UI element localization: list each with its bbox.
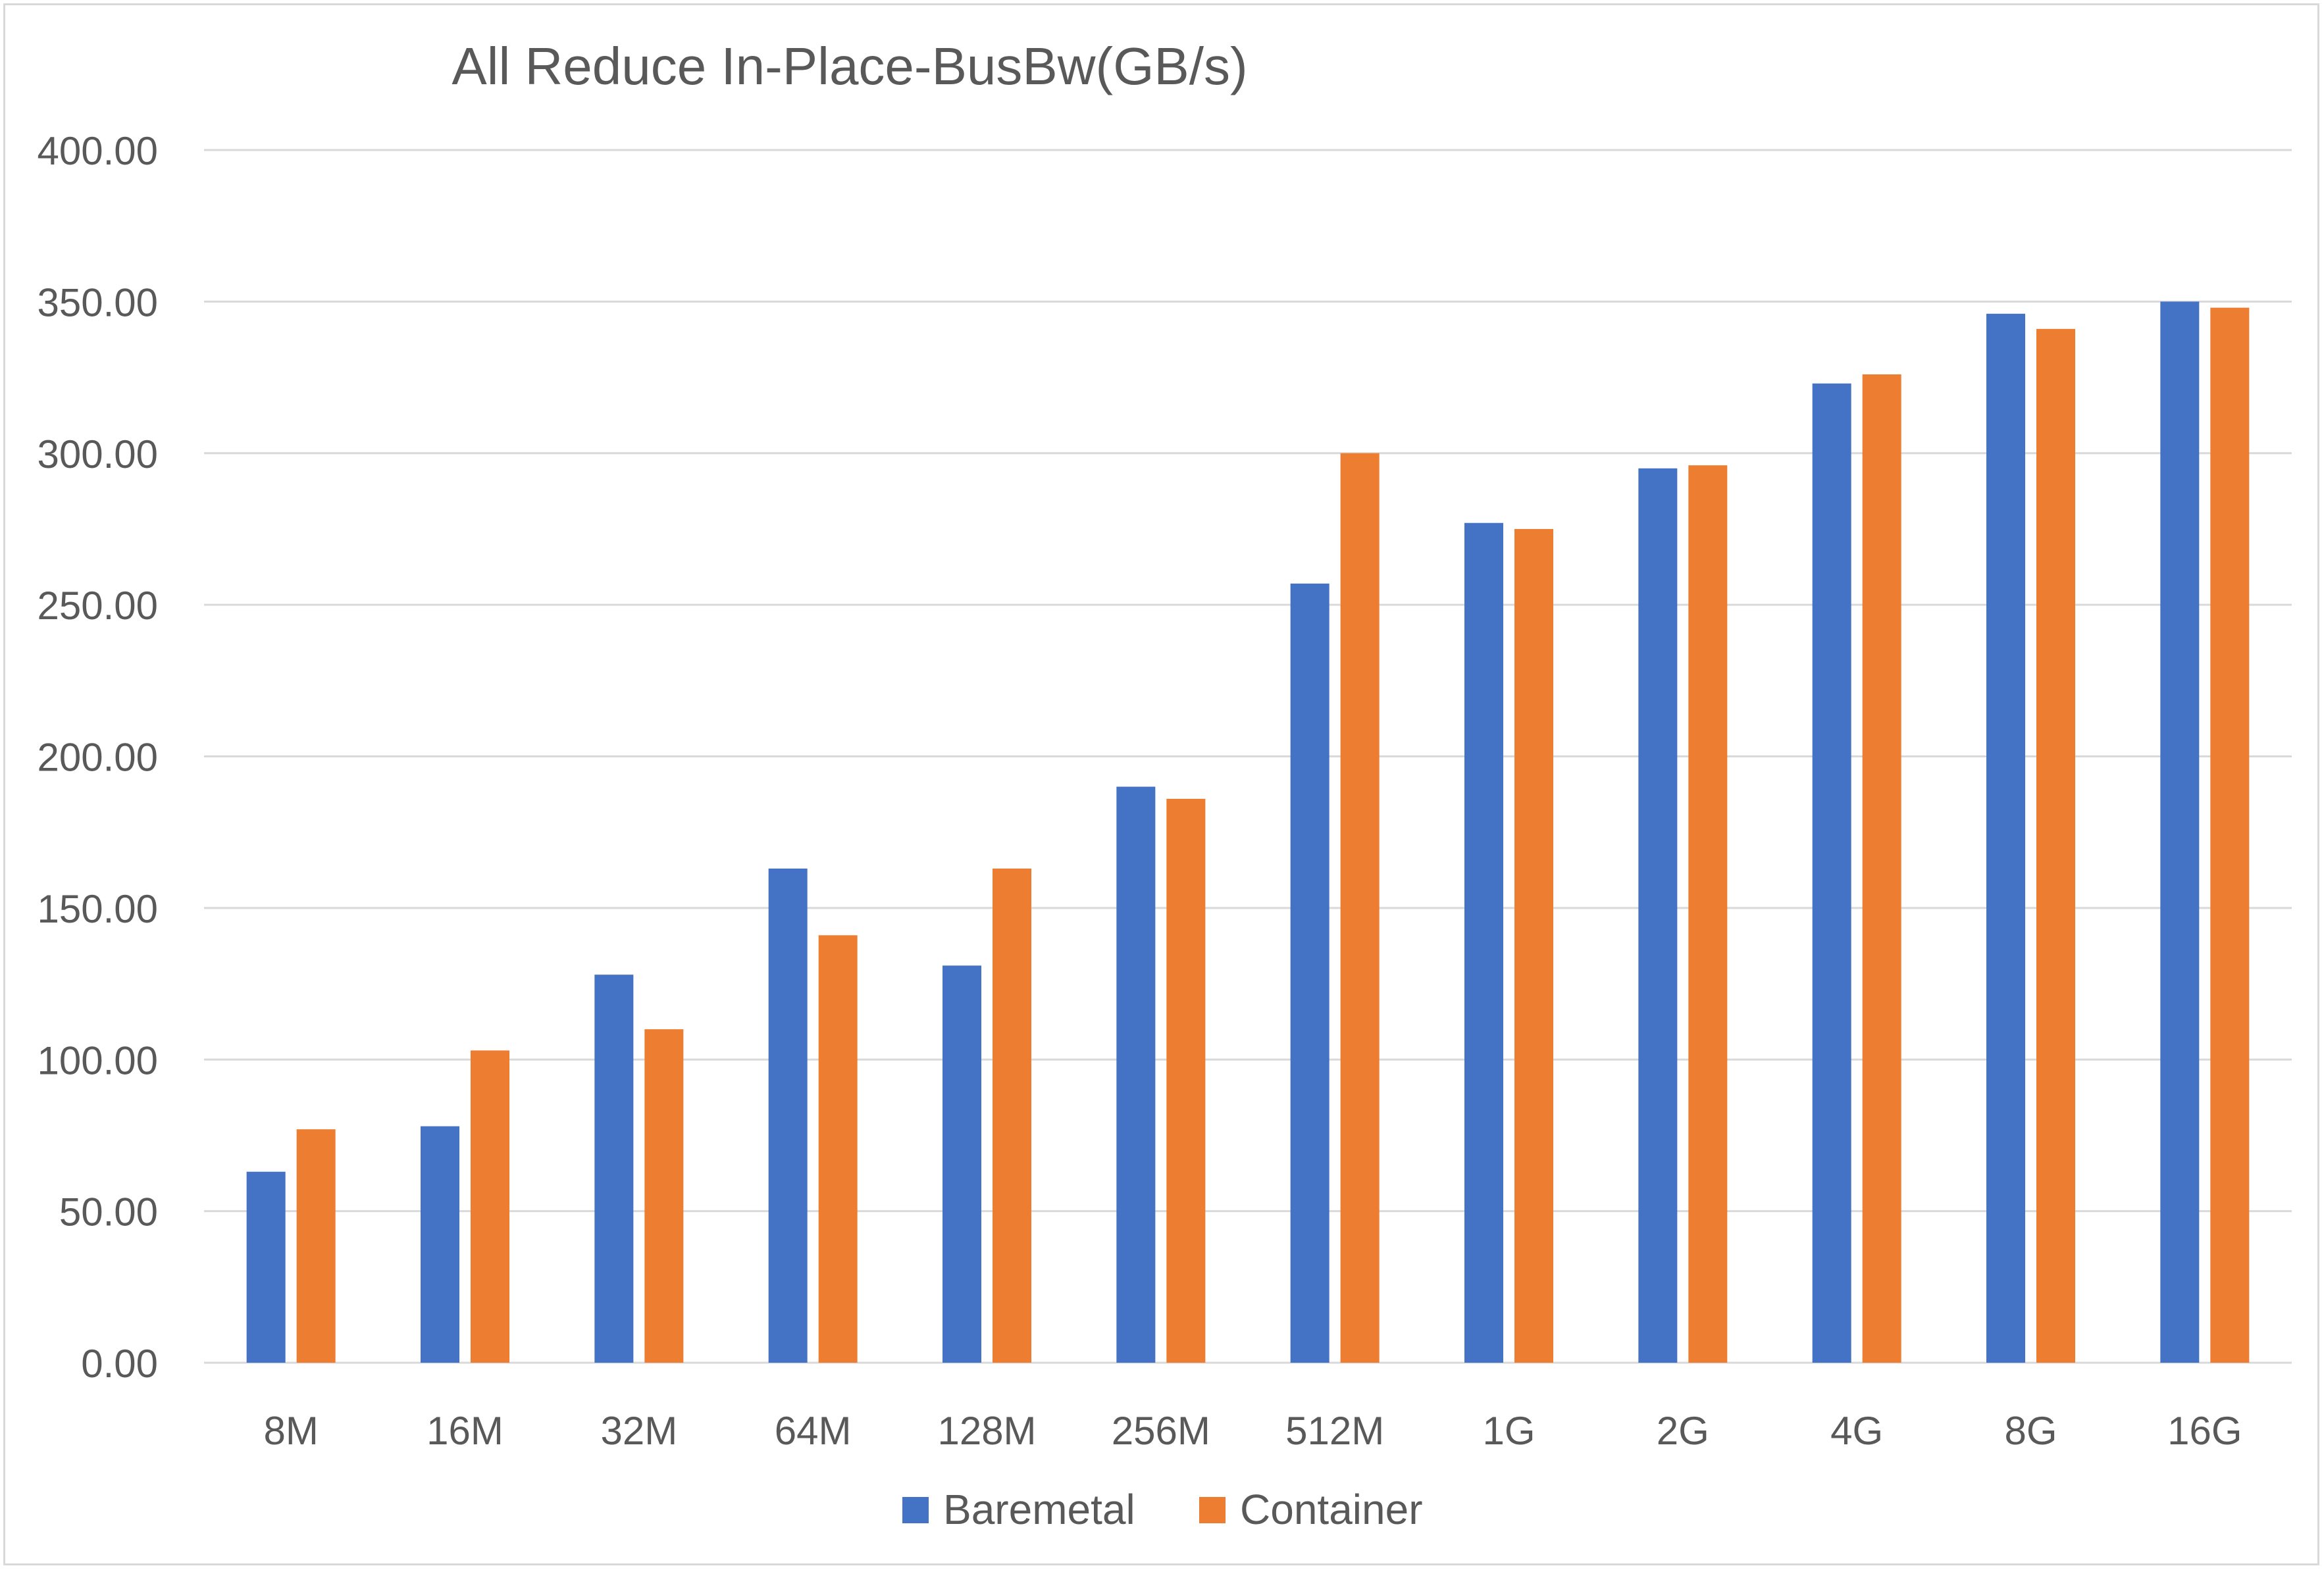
y-tick-label: 0.00 bbox=[81, 1342, 158, 1386]
bar-baremetal-128m bbox=[943, 965, 981, 1363]
bar-container-8g bbox=[2036, 328, 2075, 1363]
bar-container-4g bbox=[1862, 374, 1901, 1363]
legend-label-container: Container bbox=[1240, 1486, 1423, 1533]
y-tick-label: 100.00 bbox=[37, 1038, 158, 1082]
bar-container-128m bbox=[993, 868, 1031, 1363]
x-category-label: 2G bbox=[1657, 1409, 1709, 1453]
x-category-label: 256M bbox=[1112, 1409, 1210, 1453]
chart-title: All Reduce In-Place-BusBw(GB/s) bbox=[452, 37, 1247, 95]
legend-swatch-baremetal bbox=[902, 1497, 929, 1523]
y-tick-label: 200.00 bbox=[37, 736, 158, 780]
bar-baremetal-16g bbox=[2160, 301, 2200, 1363]
bar-baremetal-8g bbox=[1986, 313, 2025, 1363]
x-category-label: 32M bbox=[600, 1409, 677, 1453]
bar-container-256m bbox=[1166, 799, 1206, 1363]
legend-swatch-container bbox=[1199, 1497, 1226, 1523]
x-category-label: 8M bbox=[263, 1409, 318, 1453]
bar-container-32m bbox=[644, 1029, 684, 1363]
bar-baremetal-16m bbox=[421, 1126, 459, 1363]
legend-label-baremetal: Baremetal bbox=[943, 1486, 1135, 1533]
x-category-label: 8G bbox=[2004, 1409, 2057, 1453]
chart-frame bbox=[3, 3, 2319, 1565]
bar-container-1g bbox=[1514, 528, 1553, 1363]
bar-baremetal-1g bbox=[1464, 522, 1503, 1363]
x-category-label: 128M bbox=[937, 1409, 1036, 1453]
x-category-label: 1G bbox=[1482, 1409, 1535, 1453]
x-category-label: 16G bbox=[2167, 1409, 2242, 1453]
y-axis-tick-labels: 0.00 50.00 100.00 150.00 200.00 250.00 300.00 3… bbox=[37, 129, 158, 1386]
gridlines bbox=[204, 149, 2292, 1364]
y-tick-label: 150.00 bbox=[37, 887, 158, 931]
bar-baremetal-8m bbox=[246, 1171, 286, 1363]
bar-container-2g bbox=[1688, 465, 1728, 1363]
bar-baremetal-2g bbox=[1638, 468, 1678, 1363]
y-tick-label: 350.00 bbox=[37, 280, 158, 324]
bar-container-64m bbox=[818, 935, 858, 1363]
x-category-label: 16M bbox=[426, 1409, 504, 1453]
bar-baremetal-64m bbox=[768, 868, 808, 1363]
x-category-label: 4G bbox=[1830, 1409, 1883, 1453]
x-category-label: 512M bbox=[1285, 1409, 1384, 1453]
bar-container-16m bbox=[471, 1050, 509, 1363]
legend: Baremetal Container bbox=[902, 1486, 1423, 1533]
x-axis-category-labels: 8M 16M 32M 64M 128M 256M 512M 1G 2G 4G 8G 16G bbox=[263, 1409, 2242, 1453]
bar-baremetal-512m bbox=[1290, 583, 1330, 1363]
bar-container-16g bbox=[2210, 307, 2250, 1363]
x-category-label: 64M bbox=[775, 1409, 852, 1453]
bar-baremetal-256m bbox=[1116, 786, 1156, 1363]
bar-container-8m bbox=[296, 1129, 336, 1363]
y-tick-label: 300.00 bbox=[37, 432, 158, 476]
bar-container-512m bbox=[1340, 453, 1380, 1363]
bar-baremetal-4g bbox=[1812, 383, 1851, 1363]
y-tick-label: 400.00 bbox=[37, 129, 158, 173]
y-tick-label: 50.00 bbox=[59, 1190, 158, 1234]
bar-baremetal-32m bbox=[594, 975, 634, 1363]
y-tick-label: 250.00 bbox=[37, 584, 158, 628]
bars bbox=[246, 301, 2250, 1363]
